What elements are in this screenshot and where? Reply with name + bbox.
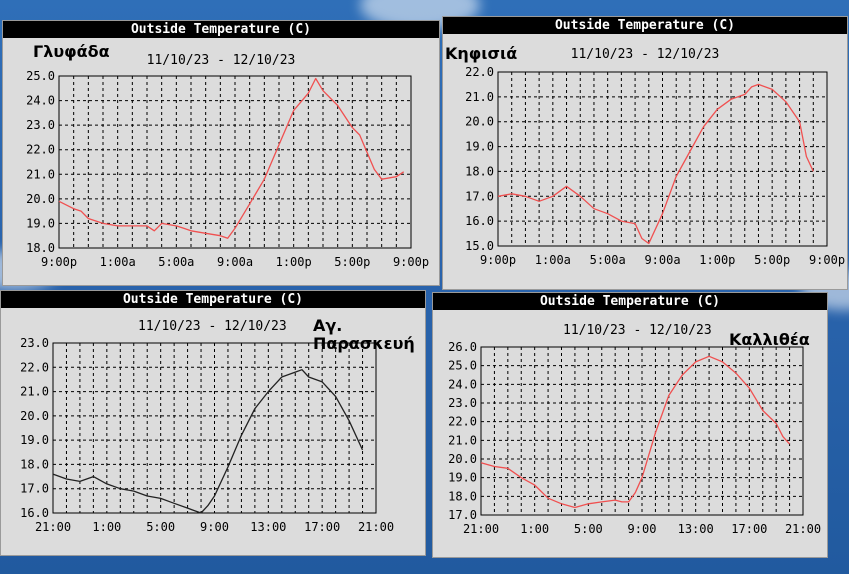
y-tick-label: 22.0 <box>26 143 55 157</box>
x-tick-label: 1:00 <box>92 520 121 534</box>
y-tick-label: 15.0 <box>465 239 494 253</box>
x-tick-label: 5:00p <box>334 255 370 269</box>
chart-panel-kallithea: Outside Temperature (C) 11/10/23 - 12/10… <box>432 292 828 558</box>
y-tick-label: 20.0 <box>465 115 494 129</box>
x-tick-label: 9:00p <box>41 255 77 269</box>
x-tick-label: 5:00p <box>754 253 790 267</box>
temperature-series-line <box>58 77 405 239</box>
line-chart-kifisia: 15.0 16.0 17.0 18.0 19.0 20.0 21.0 22.0 9:00p 1:0… <box>465 65 845 267</box>
x-tick-label: 21:00 <box>785 522 821 536</box>
y-tick-label: 16.0 <box>465 214 494 228</box>
location-label-kallithea: Καλλιθέα <box>729 330 810 349</box>
x-tick-label: 5:00 <box>146 520 175 534</box>
x-tick-label: 9:00p <box>393 255 429 269</box>
x-tick-label: 17:00 <box>304 520 340 534</box>
location-label-ag-paraskevi: Αγ. Παρασκευή <box>313 316 415 353</box>
x-tick-label: 5:00a <box>590 253 626 267</box>
chart-panel-kifisia: Outside Temperature (C) 11/10/23 - 12/10… <box>442 16 848 290</box>
y-tick-label: 25.0 <box>448 359 477 373</box>
x-tick-label: 21:00 <box>35 520 71 534</box>
location-label-glyfada: Γλυφάδα <box>33 42 110 61</box>
x-tick-label: 9:00p <box>809 253 845 267</box>
y-tick-label: 24.0 <box>26 94 55 108</box>
line-chart-kallithea: 17.0 18.0 19.0 20.0 21.0 22.0 23.0 24.0 25.0 26.0… <box>448 340 821 536</box>
temperature-series-line <box>497 83 814 245</box>
y-tick-label: 20.0 <box>448 452 477 466</box>
y-tick-label: 19.0 <box>20 433 49 447</box>
chart-panel-glyfada: Outside Temperature (C) 11/10/23 - 12/10… <box>2 20 440 286</box>
y-tick-label: 22.0 <box>20 360 49 374</box>
x-tick-label: 9:00 <box>628 522 657 536</box>
line-chart-glyfada: 18.0 19.0 20.0 21.0 22.0 23.0 24.0 25.0 9:00p 1:0… <box>26 69 429 269</box>
y-tick-label: 23.0 <box>448 396 477 410</box>
y-tick-label: 22.0 <box>465 65 494 79</box>
x-tick-label: 1:00 <box>520 522 549 536</box>
x-tick-label: 9:00a <box>644 253 680 267</box>
chart-date-range: 11/10/23 - 12/10/23 <box>570 47 720 62</box>
y-tick-label: 20.0 <box>26 192 55 206</box>
line-chart-ag-paraskevi: 16.0 17.0 18.0 19.0 20.0 21.0 22.0 23.0 21:00 1:0… <box>20 336 394 534</box>
y-tick-label: 20.0 <box>20 409 49 423</box>
x-tick-label: 9:00a <box>217 255 253 269</box>
y-tick-label: 21.0 <box>20 385 49 399</box>
temperature-series-line <box>480 355 791 509</box>
y-tick-label: 21.0 <box>26 167 55 181</box>
y-tick-label: 24.0 <box>448 377 477 391</box>
chart-title: Outside Temperature (C) <box>443 17 847 34</box>
x-tick-label: 9:00 <box>200 520 229 534</box>
x-tick-label: 17:00 <box>731 522 767 536</box>
x-tick-label: 9:00p <box>480 253 516 267</box>
location-label-kifisia: Κηφισιά <box>445 44 518 63</box>
x-tick-label: 1:00a <box>100 255 136 269</box>
chart-panel-ag-paraskevi: Outside Temperature (C) 11/10/23 - 12/10… <box>0 290 426 556</box>
y-tick-label: 19.0 <box>26 216 55 230</box>
y-tick-label: 19.0 <box>448 471 477 485</box>
x-tick-label: 13:00 <box>250 520 286 534</box>
chart-date-range: 11/10/23 - 12/10/23 <box>146 53 296 68</box>
x-tick-label: 5:00a <box>158 255 194 269</box>
y-tick-label: 18.0 <box>465 164 494 178</box>
chart-date-range: 11/10/23 - 12/10/23 <box>563 323 712 338</box>
x-tick-label: 5:00 <box>574 522 603 536</box>
y-tick-label: 17.0 <box>465 189 494 203</box>
x-tick-label: 13:00 <box>678 522 714 536</box>
y-tick-label: 18.0 <box>26 241 55 255</box>
chart-date-range: 11/10/23 - 12/10/23 <box>138 319 287 334</box>
chart-title: Outside Temperature (C) <box>3 21 439 38</box>
y-tick-label: 16.0 <box>20 506 49 520</box>
y-tick-label: 18.0 <box>448 489 477 503</box>
x-tick-label: 21:00 <box>463 522 499 536</box>
chart-title: Outside Temperature (C) <box>433 293 827 310</box>
y-tick-label: 21.0 <box>448 433 477 447</box>
temperature-series-line <box>52 369 364 514</box>
x-tick-label: 1:00p <box>276 255 312 269</box>
y-tick-label: 17.0 <box>448 508 477 522</box>
x-tick-label: 21:00 <box>358 520 394 534</box>
y-tick-label: 23.0 <box>26 118 55 132</box>
y-tick-label: 21.0 <box>465 90 494 104</box>
x-tick-label: 1:00p <box>699 253 735 267</box>
y-tick-label: 26.0 <box>448 340 477 354</box>
y-tick-label: 25.0 <box>26 69 55 83</box>
x-tick-label: 1:00a <box>535 253 571 267</box>
y-tick-label: 23.0 <box>20 336 49 350</box>
y-tick-label: 22.0 <box>448 415 477 429</box>
chart-title: Outside Temperature (C) <box>1 291 425 308</box>
y-tick-label: 17.0 <box>20 482 49 496</box>
y-tick-label: 19.0 <box>465 140 494 154</box>
y-tick-label: 18.0 <box>20 457 49 471</box>
